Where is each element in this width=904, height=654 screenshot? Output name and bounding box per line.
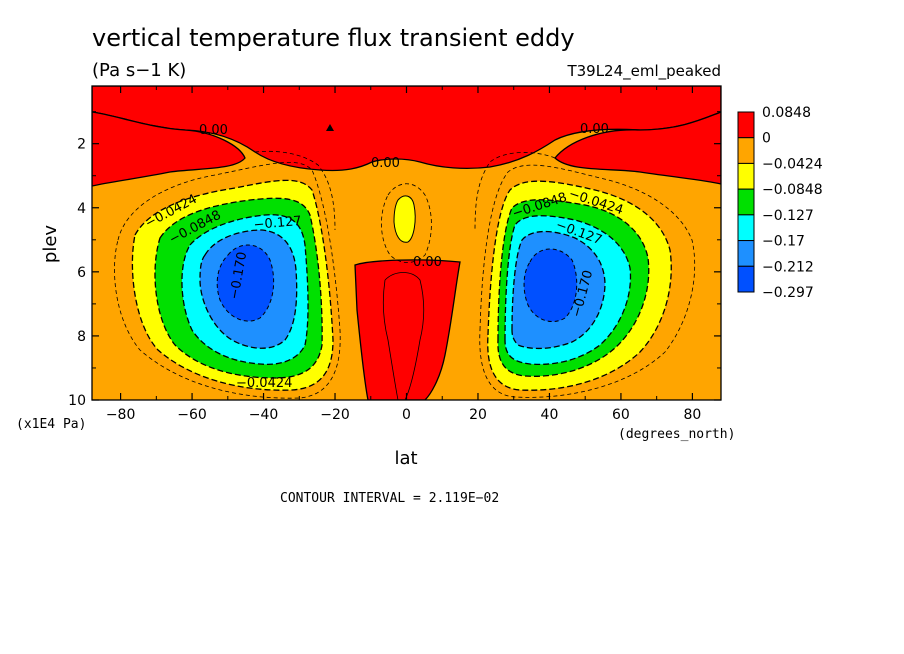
right-eddy-cell: [479, 164, 696, 398]
dataset-label: T39L24_eml_peaked: [566, 62, 721, 81]
contour-label: 0.00: [580, 122, 609, 137]
contour-left-dashed-upper: [254, 150, 336, 231]
colorbar-swatch: [737, 111, 755, 139]
colorbar-label: −0.17: [762, 234, 805, 250]
marker-triangle: [326, 124, 334, 131]
y-axis: 2 4 6 8 10: [68, 111, 721, 409]
x-axis-units: (degrees_north): [618, 427, 735, 442]
colorbar-swatch: [737, 214, 755, 242]
colorbar-swatch: [737, 137, 755, 164]
x-tick-label: 20: [469, 407, 487, 423]
chart-title: vertical temperature flux transient eddy: [92, 24, 575, 52]
colorbar-swatch: [737, 162, 755, 190]
contour-interval-note: CONTOUR INTERVAL = 2.119E−02: [280, 491, 499, 506]
contour-label: 0.00: [413, 255, 442, 270]
chart-units: (Pa s−1 K): [92, 60, 186, 81]
y-axis-title: plev: [40, 225, 61, 264]
contour-label: 0.00: [371, 156, 400, 171]
contour-left-dashed-outer: [114, 161, 341, 399]
contour-label: −0.127: [253, 214, 302, 233]
fill-band-darkblue-right: [523, 248, 578, 322]
colorbar-label: −0.127: [762, 208, 814, 224]
left-eddy-cell: [114, 161, 341, 399]
x-tick-label: 80: [683, 407, 701, 423]
colorbar-swatch: [737, 188, 755, 216]
fill-band-red-left: [92, 111, 246, 187]
contour-label: 0.00: [199, 123, 228, 138]
x-tick-label: −20: [320, 407, 350, 423]
x-tick-label: −40: [249, 407, 279, 423]
colorbar-label: −0.297: [762, 285, 814, 301]
colorbar-label: −0.212: [762, 259, 814, 275]
contour-right-dashed-outer: [479, 164, 696, 398]
colorbar-label: 0: [762, 131, 771, 147]
fill-band-red-center: [354, 259, 461, 400]
y-tick-label: 10: [68, 393, 86, 409]
colorbar-label: 0.0848: [762, 105, 811, 121]
x-tick-label: 60: [612, 407, 630, 423]
x-tick-label: 0: [402, 407, 411, 423]
x-axis-title: lat: [394, 448, 417, 469]
y-tick-label: 8: [77, 329, 86, 345]
fill-band-yellow-center: [393, 195, 416, 243]
contour-label: −0.0424: [236, 376, 292, 391]
plot-area: 0.00 0.00 0.00 0.00 −0.0424 −0.0848 −0.1…: [92, 86, 721, 400]
x-axis: −80 −60 −40 −20 0 20 40 60 80: [106, 86, 701, 423]
colorbar-swatch: [737, 265, 755, 293]
x-tick-label: 40: [541, 407, 559, 423]
colorbar-swatch: [737, 240, 755, 267]
y-axis-units: (x1E4 Pa): [16, 417, 86, 432]
y-tick-label: 2: [77, 137, 86, 153]
colorbar: 0.0848 0 −0.0424 −0.0848 −0.127 −0.17 −0.212 −0…: [737, 105, 823, 301]
contour-center-dashed: [381, 183, 432, 263]
colorbar-label: −0.0424: [762, 156, 823, 172]
y-tick-label: 4: [77, 201, 86, 217]
fill-band-darkblue-left: [216, 244, 275, 322]
fill-band-red-right: [554, 111, 721, 185]
colorbar-label: −0.0848: [762, 182, 823, 198]
contour-right-dashed-upper: [474, 152, 556, 231]
x-tick-label: −80: [106, 407, 136, 423]
y-tick-label: 6: [77, 265, 86, 281]
x-tick-label: −60: [177, 407, 207, 423]
inner-contour-center: [382, 272, 425, 400]
